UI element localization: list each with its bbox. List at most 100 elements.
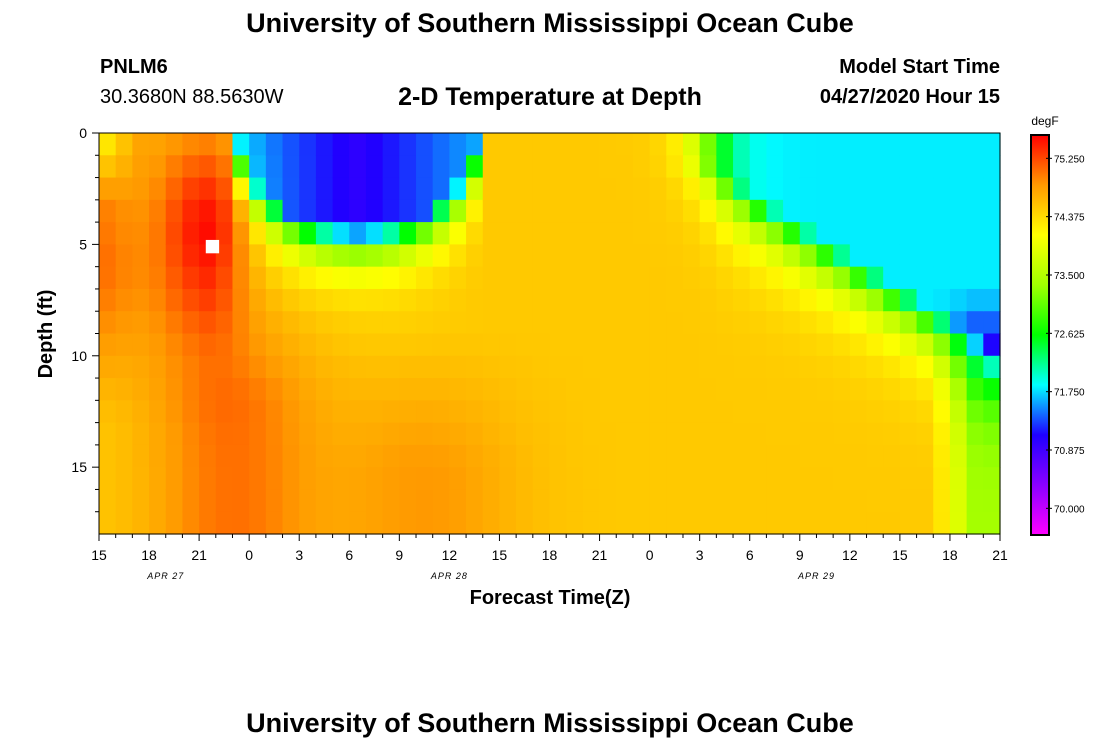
heatmap-cell (766, 444, 784, 468)
heatmap-cell (566, 222, 584, 245)
heatmap-cell (866, 400, 884, 424)
heatmap-cell (399, 199, 417, 223)
heatmap-cell (115, 155, 133, 179)
heatmap-cell (916, 489, 934, 513)
heatmap-cell (666, 177, 684, 201)
heatmap-cell (916, 266, 934, 290)
heatmap-cell (315, 378, 334, 401)
heatmap-cell (849, 155, 868, 179)
heatmap-cell (215, 266, 234, 290)
heatmap-cell (516, 333, 534, 357)
heatmap-cell (549, 467, 567, 491)
heatmap-cell (866, 467, 884, 491)
heatmap-cell (799, 199, 818, 223)
heatmap-cell (632, 288, 651, 312)
heatmap-cell (466, 155, 484, 179)
heatmap-cell (766, 355, 784, 379)
heatmap-cell (132, 467, 150, 491)
x-date-label: APR 27 (146, 571, 184, 581)
heatmap-cell (499, 288, 517, 312)
heatmap-cell (733, 422, 751, 446)
heatmap-cell (199, 400, 217, 424)
heatmap-cell (315, 355, 334, 379)
heatmap-cell (149, 266, 167, 290)
heatmap-cell (249, 444, 267, 468)
heatmap-cell (599, 378, 617, 401)
heatmap-cell (966, 155, 984, 179)
heatmap-cell (416, 444, 434, 468)
heatmap-cell (566, 444, 584, 468)
heatmap-cell (632, 311, 651, 335)
heatmap-cell (182, 266, 200, 290)
heatmap-cell (616, 155, 634, 179)
heatmap-cell (349, 244, 367, 268)
heatmap-cell (199, 177, 217, 201)
heatmap-cell (165, 222, 184, 245)
heatmap-cell (599, 199, 617, 223)
heatmap-cell (899, 378, 918, 401)
heatmap-cell (682, 400, 701, 424)
heatmap-cell (299, 155, 317, 179)
heatmap-cell (983, 222, 1001, 245)
heatmap-cell (783, 400, 801, 424)
heatmap-cell (282, 133, 300, 156)
heatmap-cell (516, 199, 534, 223)
heatmap-cell (99, 222, 117, 245)
heatmap-cell (716, 378, 734, 401)
heatmap-cell (816, 244, 834, 268)
heatmap-cell (282, 355, 300, 379)
heatmap-cell (549, 400, 567, 424)
heatmap-cell (983, 400, 1001, 424)
heatmap-cell (482, 422, 501, 446)
heatmap-cell (766, 288, 784, 312)
heatmap-cell (766, 489, 784, 513)
heatmap-cell (182, 400, 200, 424)
heatmap-cell (682, 378, 701, 401)
heatmap-cell (449, 199, 467, 223)
heatmap-cell (382, 133, 400, 156)
heatmap-cell (349, 288, 367, 312)
heatmap-cell (883, 311, 901, 335)
heatmap-cell (365, 288, 384, 312)
heatmap-cell (399, 489, 417, 513)
heatmap-cell (299, 199, 317, 223)
heatmap-cell (582, 266, 601, 290)
heatmap-cell (849, 266, 868, 290)
heatmap-cell (532, 311, 551, 335)
heatmap-cell (149, 177, 167, 201)
heatmap-cell (632, 378, 651, 401)
heatmap-cell (349, 489, 367, 513)
heatmap-cell (983, 444, 1001, 468)
heatmap-cell (799, 288, 818, 312)
heatmap-cell (449, 244, 467, 268)
heatmap-cell (249, 266, 267, 290)
heatmap-cell (866, 288, 884, 312)
heatmap-cell (516, 400, 534, 424)
heatmap-cell (265, 177, 284, 201)
heatmap-cell (766, 177, 784, 201)
heatmap-cell (399, 378, 417, 401)
model-start-value: 04/27/2020 Hour 15 (819, 86, 1000, 108)
heatmap-cell (115, 288, 133, 312)
heatmap-cell (199, 288, 217, 312)
heatmap-cell (199, 155, 217, 179)
heatmap-cell (666, 244, 684, 268)
heatmap-cell (482, 133, 501, 156)
heatmap-cell (499, 355, 517, 379)
heatmap-cell (899, 177, 918, 201)
heatmap-cell (632, 133, 651, 156)
heatmap-cell (799, 378, 818, 401)
heatmap-cell (632, 355, 651, 379)
heatmap-cell (249, 311, 267, 335)
heatmap-cell (783, 222, 801, 245)
heatmap-cell (699, 311, 717, 335)
heatmap-cell (983, 422, 1001, 446)
heatmap-cell (115, 244, 133, 268)
heatmap-cell (432, 155, 450, 179)
heatmap-cell (165, 467, 184, 491)
heatmap-cell (416, 467, 434, 491)
heatmap-cell (783, 288, 801, 312)
heatmap-cell (716, 511, 734, 535)
heatmap-cell (682, 288, 701, 312)
heatmap-cell (766, 311, 784, 335)
